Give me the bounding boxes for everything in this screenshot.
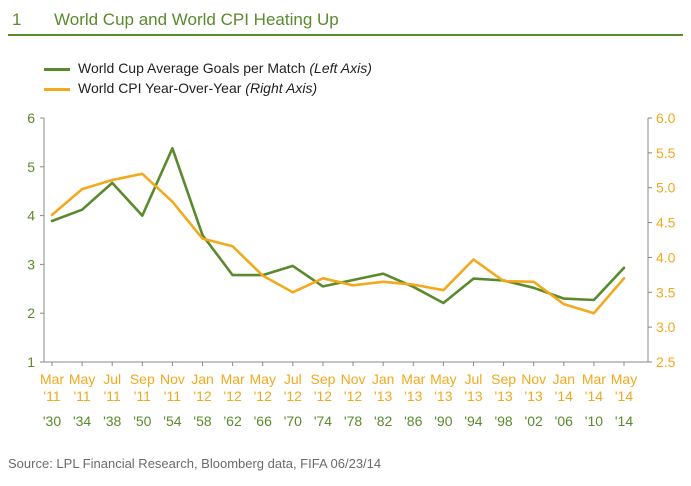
x-tick-label-worldcup: '90: [434, 413, 452, 429]
x-tick-label-month: Jan: [553, 371, 576, 387]
x-tick-label-year: '13: [404, 388, 422, 404]
left-axis-tick-label: 1: [27, 354, 35, 370]
x-tick-label-worldcup: '50: [133, 413, 151, 429]
x-tick-label-worldcup: '78: [344, 413, 362, 429]
x-tick-label-month: Jul: [465, 371, 483, 387]
x-tick-label-worldcup: '54: [163, 413, 181, 429]
x-tick-label-month: Jul: [284, 371, 302, 387]
x-tick-label-year: '12: [193, 388, 211, 404]
x-tick-label-month: May: [250, 371, 276, 387]
right-axis-tick-label: 2.5: [656, 354, 676, 370]
x-tick-label-year: '13: [434, 388, 452, 404]
series-line-goals: [50, 147, 626, 305]
legend-label-cpi: World CPI Year-Over-Year: [78, 80, 242, 96]
x-tick-label-worldcup: '62: [224, 413, 242, 429]
source-note: Source: LPL Financial Research, Bloomber…: [8, 456, 382, 471]
x-tick-label-month: Jan: [191, 371, 214, 387]
right-axis-tick-label: 5.5: [656, 145, 676, 161]
x-tick-label-month: Mar: [401, 371, 425, 387]
right-axis-tick-label: 3.5: [656, 284, 676, 300]
x-tick-label-month: May: [69, 371, 95, 387]
x-tick-label-year: '14: [615, 388, 633, 404]
x-tick-label-year: '12: [254, 388, 272, 404]
x-tick-label-month: Mar: [221, 371, 245, 387]
right-axis-tick-label: 4.5: [656, 215, 676, 231]
x-tick-label-month: Sep: [491, 371, 516, 387]
x-tick-label-worldcup: '02: [525, 413, 543, 429]
legend-note-cpi: (Right Axis): [245, 80, 318, 96]
x-tick-label-worldcup: '98: [494, 413, 512, 429]
x-tick-label-year: '14: [585, 388, 603, 404]
x-tick-label-worldcup: '38: [103, 413, 121, 429]
x-tick-label-year: '13: [525, 388, 543, 404]
x-tick-label-worldcup: '34: [73, 413, 91, 429]
x-tick-label-year: '14: [555, 388, 573, 404]
x-tick-label-worldcup: '58: [193, 413, 211, 429]
x-tick-label-worldcup: '74: [314, 413, 332, 429]
x-tick-label-month: Nov: [341, 371, 366, 387]
figure-number: 1: [12, 10, 22, 29]
x-tick-label-year: '13: [464, 388, 482, 404]
x-tick-label-year: '12: [344, 388, 362, 404]
x-tick-label-worldcup: '82: [374, 413, 392, 429]
x-tick-label-month: May: [430, 371, 456, 387]
x-tick-label-year: '12: [284, 388, 302, 404]
x-tick-label-worldcup: '86: [404, 413, 422, 429]
x-tick-label-year: '11: [134, 388, 151, 404]
x-tick-label-month: Nov: [521, 371, 546, 387]
legend-label-goals: World Cup Average Goals per Match: [78, 60, 306, 76]
x-tick-label-worldcup: '66: [254, 413, 272, 429]
figure-header: 1 World Cup and World CPI Heating Up: [8, 4, 683, 36]
x-tick-label-month: Sep: [310, 371, 335, 387]
x-tick-label-year: '13: [494, 388, 512, 404]
left-axis-tick-label: 6: [27, 110, 35, 126]
left-axis-tick-label: 4: [27, 208, 35, 224]
right-axis-tick-label: 3.0: [656, 319, 676, 335]
right-axis-tick-label: 4.0: [656, 249, 676, 265]
x-tick-label-worldcup: '14: [615, 413, 633, 429]
x-tick-label-worldcup: '10: [585, 413, 603, 429]
x-tick-label-worldcup: '30: [43, 413, 61, 429]
left-axis-tick-label: 2: [27, 305, 35, 321]
x-tick-label-year: '12: [314, 388, 332, 404]
x-tick-label-month: Jul: [103, 371, 121, 387]
x-tick-label-year: '13: [374, 388, 392, 404]
x-tick-label-month: Mar: [40, 371, 64, 387]
x-tick-label-year: '12: [224, 388, 242, 404]
legend-swatch-goals: [44, 68, 70, 71]
legend-note-goals: (Left Axis): [309, 60, 372, 76]
x-tick-label-month: Nov: [160, 371, 185, 387]
legend-swatch-cpi: [44, 88, 70, 91]
x-tick-label-month: May: [611, 371, 637, 387]
right-axis-tick-label: 5.0: [656, 180, 676, 196]
x-tick-label-worldcup: '70: [284, 413, 302, 429]
series-line-cpi: [50, 172, 626, 315]
x-tick-label-worldcup: '94: [464, 413, 482, 429]
x-tick-label-year: '11: [104, 388, 121, 404]
left-axis-tick-label: 3: [27, 256, 35, 272]
x-tick-label-year: '11: [164, 388, 181, 404]
x-tick-label-year: '11: [73, 388, 90, 404]
left-axis-tick-label: 5: [27, 159, 35, 175]
x-tick-label-year: '11: [43, 388, 60, 404]
x-tick-label-month: Jan: [372, 371, 395, 387]
x-tick-label-month: Mar: [582, 371, 606, 387]
figure-title: World Cup and World CPI Heating Up: [54, 10, 339, 29]
x-tick-label-month: Sep: [130, 371, 155, 387]
right-axis-tick-label: 6.0: [656, 110, 676, 126]
x-tick-label-worldcup: '06: [555, 413, 573, 429]
